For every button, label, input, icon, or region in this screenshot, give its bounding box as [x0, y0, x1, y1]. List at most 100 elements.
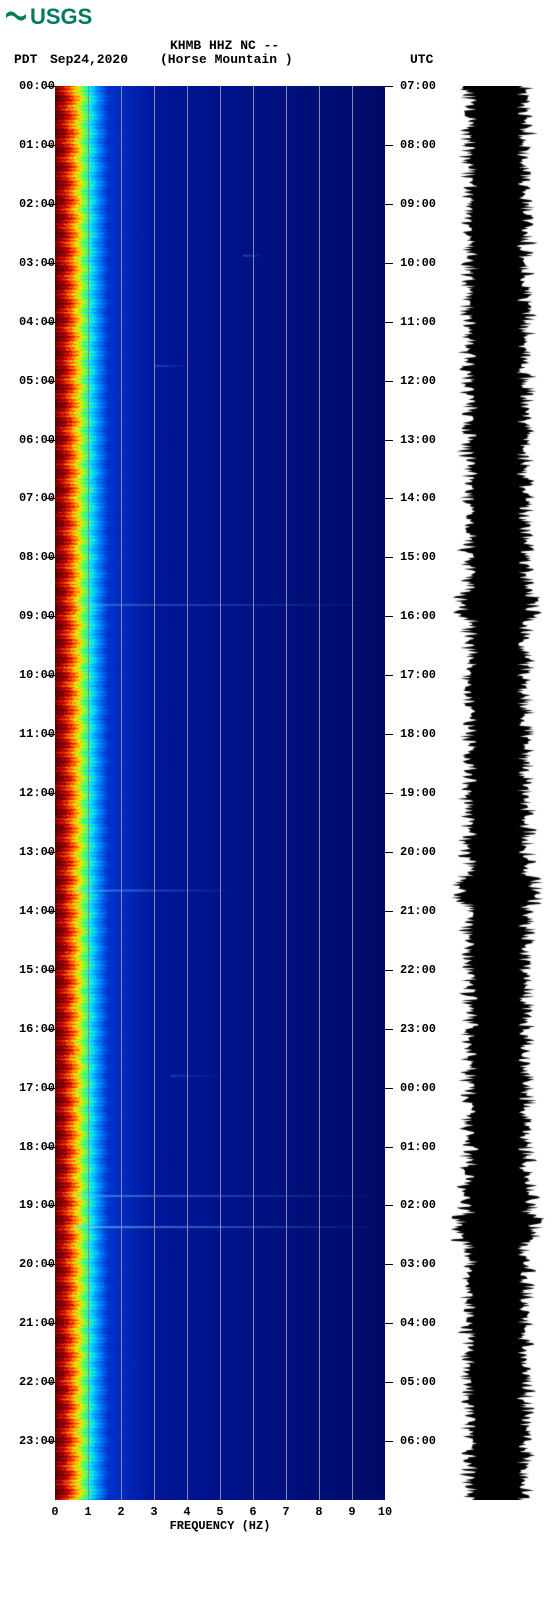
- x-tick: 1: [84, 1505, 91, 1519]
- station-line1: KHMB HHZ NC --: [170, 38, 279, 53]
- grid-line: [220, 86, 221, 1500]
- date-label: Sep24,2020: [50, 52, 128, 67]
- tick-mark: [385, 793, 393, 794]
- y-tick-right: 06:00: [400, 1434, 436, 1448]
- tick-mark: [385, 1029, 393, 1030]
- tick-mark: [47, 498, 55, 499]
- tick-mark: [385, 557, 393, 558]
- y-tick-right: 05:00: [400, 1375, 436, 1389]
- tick-mark: [385, 86, 393, 87]
- y-tick-right: 18:00: [400, 727, 436, 741]
- y-tick-right: 17:00: [400, 668, 436, 682]
- x-tick: 2: [117, 1505, 124, 1519]
- y-tick-right: 02:00: [400, 1198, 436, 1212]
- tick-mark: [47, 852, 55, 853]
- page: USGS PDT Sep24,2020 KHMB HHZ NC -- (Hors…: [0, 0, 552, 1613]
- tick-mark: [47, 1088, 55, 1089]
- x-tick: 6: [249, 1505, 256, 1519]
- tick-mark: [47, 1205, 55, 1206]
- tick-mark: [385, 852, 393, 853]
- tick-mark: [47, 381, 55, 382]
- svg-text:USGS: USGS: [30, 4, 92, 28]
- y-tick-right: 07:00: [400, 79, 436, 93]
- x-tick: 7: [282, 1505, 289, 1519]
- grid-line: [121, 86, 122, 1500]
- tick-mark: [385, 734, 393, 735]
- y-tick-right: 01:00: [400, 1140, 436, 1154]
- grid-line: [154, 86, 155, 1500]
- grid-line: [352, 86, 353, 1500]
- x-tick: 10: [378, 1505, 392, 1519]
- y-tick-right: 08:00: [400, 138, 436, 152]
- y-tick-right: 13:00: [400, 433, 436, 447]
- grid-line: [187, 86, 188, 1500]
- tick-mark: [385, 1264, 393, 1265]
- tick-mark: [47, 911, 55, 912]
- x-tick: 9: [348, 1505, 355, 1519]
- tick-mark: [47, 1382, 55, 1383]
- x-tick: 3: [150, 1505, 157, 1519]
- tick-mark: [385, 145, 393, 146]
- grid-line: [319, 86, 320, 1500]
- tick-mark: [47, 1147, 55, 1148]
- tick-mark: [385, 911, 393, 912]
- tick-mark: [385, 970, 393, 971]
- y-tick-right: 22:00: [400, 963, 436, 977]
- tick-mark: [47, 557, 55, 558]
- y-tick-right: 20:00: [400, 845, 436, 859]
- tick-mark: [47, 1441, 55, 1442]
- tick-mark: [385, 616, 393, 617]
- x-tick: 5: [216, 1505, 223, 1519]
- y-tick-right: 14:00: [400, 491, 436, 505]
- tick-mark: [385, 440, 393, 441]
- grid-line: [88, 86, 89, 1500]
- y-tick-right: 12:00: [400, 374, 436, 388]
- grid-line: [286, 86, 287, 1500]
- x-tick: 0: [51, 1505, 58, 1519]
- tick-mark: [385, 204, 393, 205]
- waveform-plot: [450, 86, 545, 1500]
- y-tick-right: 16:00: [400, 609, 436, 623]
- tick-mark: [385, 498, 393, 499]
- tick-mark: [47, 145, 55, 146]
- x-axis-label: FREQUENCY (HZ): [170, 1519, 271, 1533]
- y-tick-right: 15:00: [400, 550, 436, 564]
- tick-mark: [47, 1029, 55, 1030]
- tick-mark: [47, 675, 55, 676]
- tick-mark: [47, 86, 55, 87]
- tick-mark: [47, 204, 55, 205]
- tick-mark: [47, 616, 55, 617]
- y-tick-right: 10:00: [400, 256, 436, 270]
- y-tick-right: 11:00: [400, 315, 436, 329]
- tick-mark: [47, 263, 55, 264]
- y-tick-right: 21:00: [400, 904, 436, 918]
- timezone-label: PDT: [14, 52, 37, 67]
- tick-mark: [385, 381, 393, 382]
- tick-mark: [47, 322, 55, 323]
- x-tick: 8: [315, 1505, 322, 1519]
- tick-mark: [385, 1147, 393, 1148]
- grid-line: [253, 86, 254, 1500]
- y-tick-right: 00:00: [400, 1081, 436, 1095]
- tick-mark: [385, 322, 393, 323]
- x-tick: 4: [183, 1505, 190, 1519]
- y-tick-right: 03:00: [400, 1257, 436, 1271]
- y-tick-right: 19:00: [400, 786, 436, 800]
- tick-mark: [385, 1205, 393, 1206]
- y-tick-right: 09:00: [400, 197, 436, 211]
- tick-mark: [47, 1264, 55, 1265]
- station-line2: (Horse Mountain ): [160, 52, 293, 67]
- tick-mark: [385, 263, 393, 264]
- tick-mark: [385, 1382, 393, 1383]
- tick-mark: [385, 675, 393, 676]
- usgs-logo: USGS: [6, 4, 98, 28]
- tick-mark: [385, 1088, 393, 1089]
- y-tick-right: 23:00: [400, 1022, 436, 1036]
- tick-mark: [47, 1323, 55, 1324]
- tick-mark: [385, 1323, 393, 1324]
- tick-mark: [47, 440, 55, 441]
- tick-mark: [47, 734, 55, 735]
- utc-label: UTC: [410, 52, 433, 67]
- y-tick-right: 04:00: [400, 1316, 436, 1330]
- tick-mark: [47, 970, 55, 971]
